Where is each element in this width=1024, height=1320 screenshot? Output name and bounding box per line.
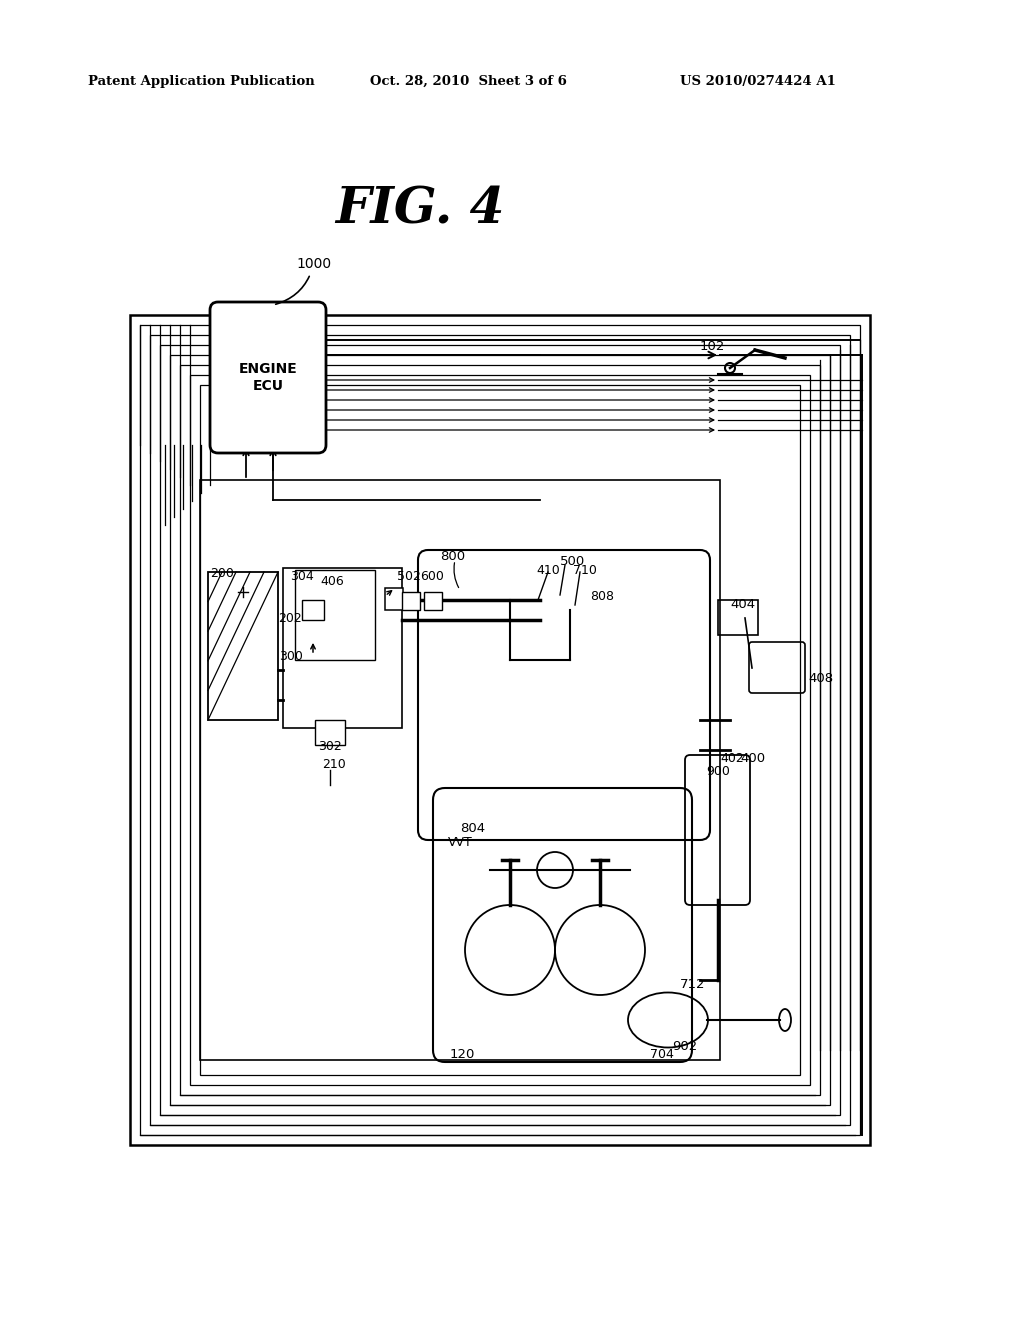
Text: 502: 502	[397, 570, 421, 583]
Bar	[402, 591, 420, 610]
Text: Patent Application Publication: Patent Application Publication	[88, 75, 314, 88]
Bar	[150, 335, 850, 1125]
Bar	[180, 366, 820, 1096]
Bar	[160, 345, 840, 1115]
Bar	[295, 570, 375, 660]
Text: ENGINE
ECU: ENGINE ECU	[239, 363, 297, 392]
Bar	[140, 325, 860, 1135]
Bar	[200, 480, 720, 1060]
Text: 400: 400	[740, 752, 765, 766]
Bar	[424, 591, 442, 610]
Text: US 2010/0274424 A1: US 2010/0274424 A1	[680, 75, 836, 88]
Text: VVT: VVT	[449, 836, 473, 849]
Text: 304: 304	[290, 570, 313, 583]
Text: 410: 410	[536, 564, 560, 577]
Bar	[170, 355, 830, 1105]
Text: 120: 120	[450, 1048, 475, 1061]
Text: FIG. 4: FIG. 4	[335, 185, 505, 234]
Bar	[283, 568, 402, 729]
Text: 704: 704	[650, 1048, 674, 1061]
Text: 804: 804	[460, 822, 485, 836]
Bar	[302, 601, 324, 620]
Text: 200: 200	[210, 568, 233, 579]
Text: 900: 900	[707, 766, 730, 777]
Bar	[130, 315, 870, 1144]
Text: 500: 500	[560, 554, 586, 568]
Text: 406: 406	[319, 576, 344, 587]
Text: 210: 210	[322, 758, 346, 771]
Text: 800: 800	[440, 550, 465, 564]
Bar	[208, 572, 278, 719]
Text: 808: 808	[590, 590, 614, 603]
Text: 102: 102	[700, 341, 725, 352]
Text: 710: 710	[573, 564, 597, 577]
FancyBboxPatch shape	[210, 302, 326, 453]
Text: 408: 408	[808, 672, 834, 685]
Text: 404: 404	[730, 598, 755, 611]
Bar	[190, 375, 810, 1085]
Text: 302: 302	[318, 741, 342, 752]
Text: 1000: 1000	[275, 257, 331, 305]
Bar	[315, 719, 345, 744]
Text: 600: 600	[420, 570, 443, 583]
Text: Oct. 28, 2010  Sheet 3 of 6: Oct. 28, 2010 Sheet 3 of 6	[370, 75, 567, 88]
Bar	[385, 587, 403, 610]
Text: 902: 902	[672, 1040, 697, 1053]
Text: 712: 712	[680, 978, 706, 991]
Text: 402: 402	[720, 752, 743, 766]
Text: 300: 300	[279, 649, 303, 663]
Bar	[200, 385, 800, 1074]
Text: 202: 202	[278, 612, 302, 624]
Bar	[718, 601, 758, 635]
